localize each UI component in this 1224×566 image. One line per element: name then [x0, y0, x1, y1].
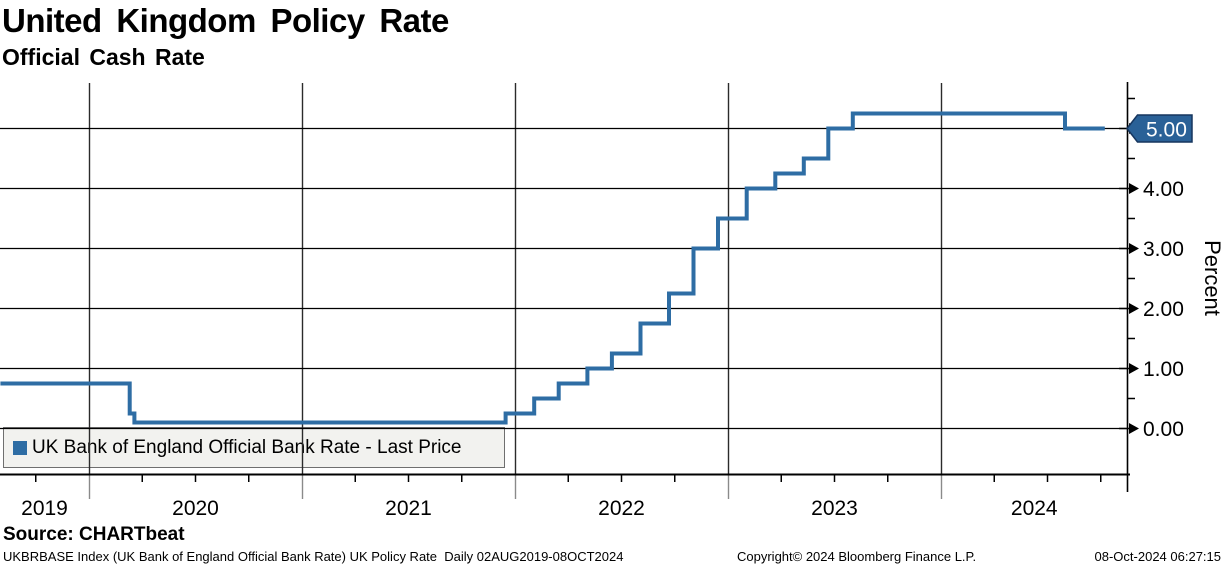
y-tick-arrow-icon [1129, 363, 1139, 374]
chart-plot-area: 2019 2020 2021 2022 2023 2024 0.00 1.00 2.00 3.0… [0, 82, 1224, 520]
x-axis-tick-label: 2022 [598, 497, 645, 520]
source-line: Source: CHARTbeat [3, 524, 185, 545]
last-price-value: 5.00 [1146, 119, 1187, 142]
last-price-tag [1126, 114, 1193, 143]
rate-line-path [0, 111, 1105, 425]
x-axis-tick-label: 2023 [811, 497, 858, 520]
chart-subtitle: Official Cash Rate [2, 44, 205, 70]
y-axis-title: Percent [1200, 240, 1224, 316]
x-axis-tick-label: 2021 [385, 497, 432, 520]
y-tick-arrow-icon [1129, 183, 1139, 194]
legend-series-label: UK Bank of England Official Bank Rate - … [32, 436, 462, 458]
rate-step-line [0, 111, 1105, 425]
ticker-description: UKBRBASE Index (UK Bank of England Offic… [3, 549, 624, 564]
y-axis-labels: 0.00 1.00 2.00 3.00 4.00 [1143, 178, 1184, 441]
page-title: United Kingdom Policy Rate [2, 2, 449, 39]
y-tick-arrow-icon [1129, 303, 1139, 314]
horizontal-gridlines [0, 127, 1128, 430]
y-axis-tick-label: 2.00 [1143, 298, 1184, 321]
y-axis-tick-label: 3.00 [1143, 238, 1184, 261]
x-axis-tick-label: 2024 [1011, 497, 1058, 520]
x-axis-tick-label: 2020 [172, 497, 219, 520]
y-axis-tick-label: 1.00 [1143, 358, 1184, 381]
timestamp: 08-Oct-2024 06:27:15 [1094, 549, 1221, 564]
legend: UK Bank of England Official Bank Rate - … [3, 427, 505, 468]
y-axis-tick-label: 4.00 [1143, 178, 1184, 201]
series-swatch-icon [13, 440, 27, 455]
x-axis-tick-label: 2019 [21, 497, 68, 520]
y-tick-arrow-icon [1129, 243, 1139, 254]
x-axis-ticks [35, 474, 1102, 482]
axes [0, 82, 1130, 492]
x-axis-labels: 2019 2020 2021 2022 2023 2024 [21, 497, 1058, 520]
copyright-notice: Copyright© 2024 Bloomberg Finance L.P. [737, 549, 977, 564]
year-separator-gridlines [88, 83, 943, 499]
y-tick-arrow-icon [1129, 423, 1139, 434]
y-axis-ticks [1119, 97, 1139, 434]
y-axis-tick-label: 0.00 [1143, 418, 1184, 441]
